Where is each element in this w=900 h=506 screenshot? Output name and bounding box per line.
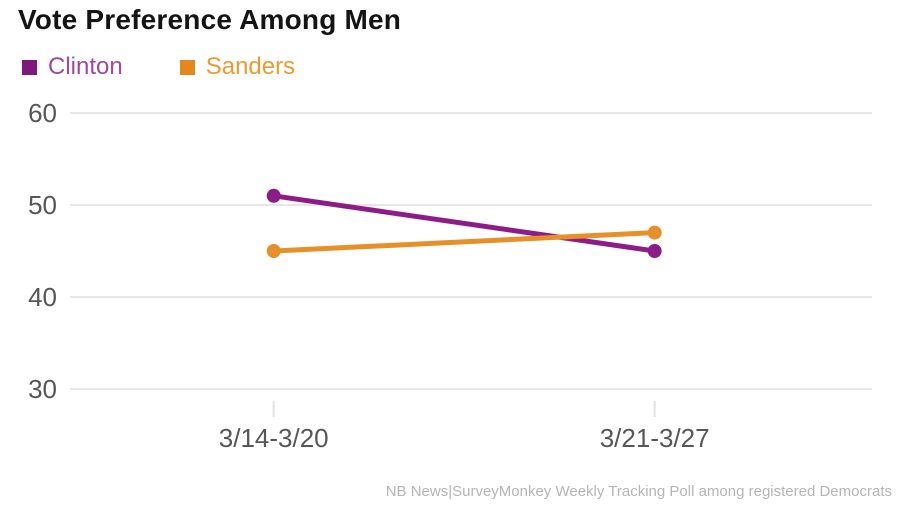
series-line-sanders [271,230,658,254]
chart-title: Vote Preference Among Men [18,4,402,35]
y-tick-label: 40 [28,282,57,312]
legend-item-sanders: Sanders [179,53,296,80]
y-tick-label: 50 [28,190,57,220]
y-tick-label: 60 [28,98,57,128]
legend-label-clinton: Clinton [48,53,123,80]
data-point-clinton [266,188,281,203]
sanders-swatch-icon [179,59,195,75]
data-point-clinton [647,244,662,258]
x-tick-label: 3/14-3/20 [219,423,329,453]
legend-item-clinton: Clinton [22,55,123,79]
legend-label-sanders: Sanders [205,53,296,80]
legend: Clinton Sanders [22,54,295,80]
source-note: NB News|SurveyMonkey Weekly Tracking Pol… [385,483,892,500]
data-point-sanders [266,244,281,258]
x-tick-label: 3/21-3/27 [600,423,710,453]
series-line-clinton [271,193,658,254]
clinton-swatch-icon [22,59,37,75]
y-tick-label: 30 [28,374,57,404]
data-point-sanders [647,225,662,240]
